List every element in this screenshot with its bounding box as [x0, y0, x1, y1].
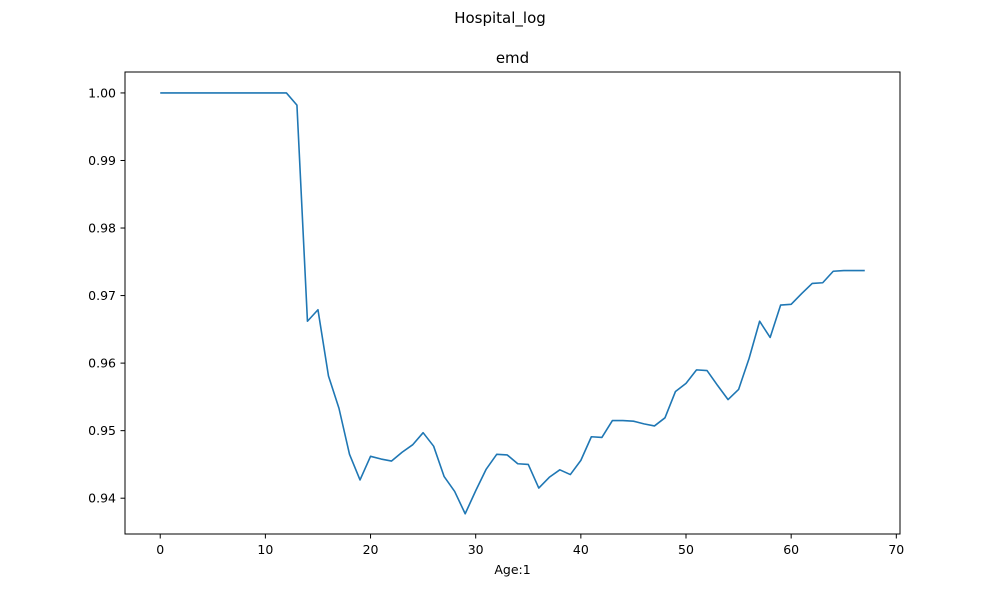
y-tick-label: 0.99 [88, 153, 116, 168]
plot-area [125, 72, 900, 534]
y-tick-label: 0.94 [88, 491, 116, 506]
y-tick-label: 0.98 [88, 221, 116, 236]
x-tick-label: 0 [156, 542, 164, 557]
y-tick-label: 1.00 [88, 85, 116, 100]
series-line [160, 92, 865, 515]
x-tick-label: 20 [363, 542, 379, 557]
y-tick-label: 0.97 [88, 288, 116, 303]
x-tick-label: 40 [573, 542, 589, 557]
x-tick-label: 70 [888, 542, 904, 557]
x-tick-label: 50 [678, 542, 694, 557]
plot-frame [124, 71, 901, 535]
y-tick-label: 0.95 [88, 423, 116, 438]
x-axis-label: Age:1 [494, 562, 530, 577]
y-tick-label: 0.96 [88, 356, 116, 371]
y-axis-ticks: 0.94 0.95 0.96 0.97 0.98 0.99 1.00 [88, 85, 125, 506]
x-axis-ticks: 0 10 20 30 40 50 60 70 [156, 534, 904, 557]
series-lines [160, 92, 865, 515]
x-tick-label: 60 [783, 542, 799, 557]
x-tick-label: 30 [468, 542, 484, 557]
figure-suptitle: Hospital_log [454, 9, 546, 28]
x-tick-label: 10 [257, 542, 273, 557]
chart-title: emd [496, 49, 529, 67]
